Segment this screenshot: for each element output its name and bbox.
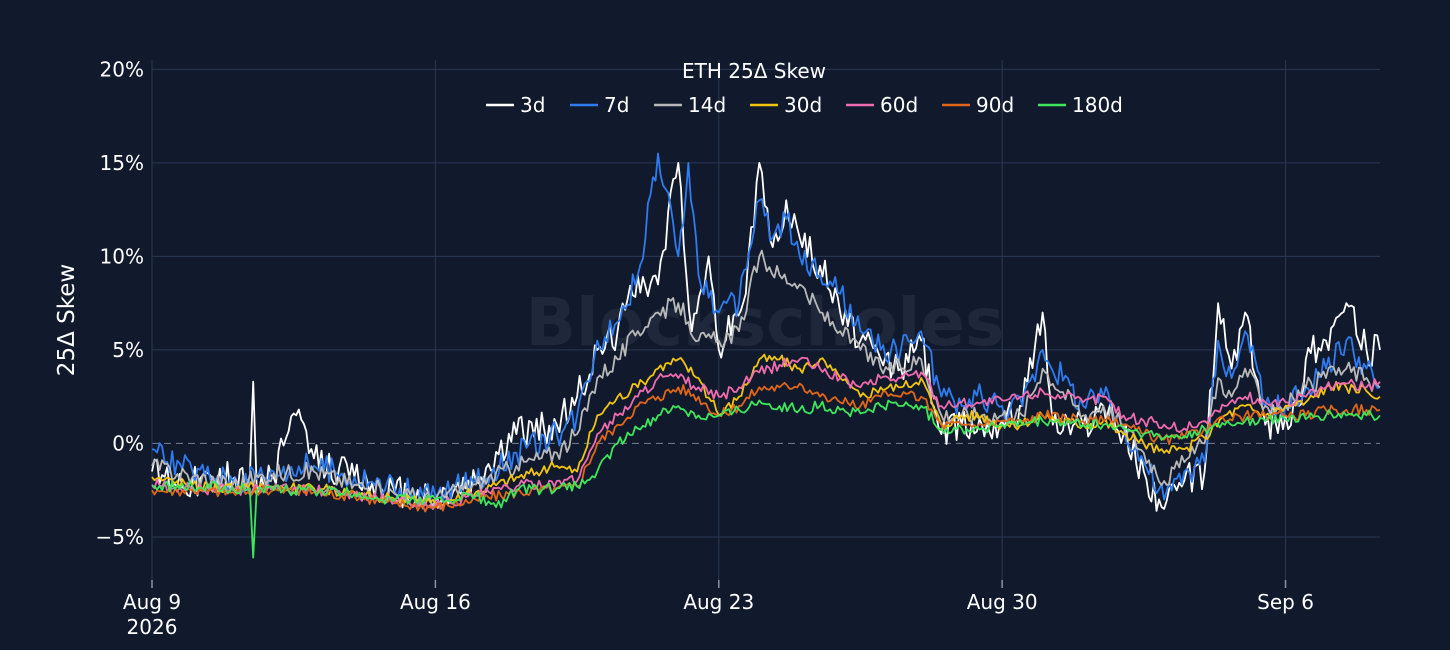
series-line-14d	[151, 249, 1381, 509]
legend-label-90d: 90d	[976, 93, 1014, 117]
x-tick-label: Aug 30	[967, 590, 1038, 614]
x-tick-label: Aug 16	[400, 590, 471, 614]
x-tick-label: Sep 6	[1257, 590, 1314, 614]
legend-label-60d: 60d	[880, 93, 918, 117]
legend[interactable]: 3d 7d 14d 30d 60d 90d 180d	[486, 93, 1123, 117]
y-tick-label: 5%	[112, 338, 144, 362]
y-tick-label: 0%	[112, 431, 144, 455]
legend-label-30d: 30d	[784, 93, 822, 117]
series-line-90d	[151, 381, 1381, 513]
legend-label-7d: 7d	[604, 93, 629, 117]
legend-label-3d: 3d	[520, 93, 545, 117]
x-tick-label: Aug 23	[683, 590, 754, 614]
series-line-60d	[151, 356, 1381, 510]
x-tick-label: Aug 9	[123, 590, 181, 614]
y-axis-label: 25Δ Skew	[54, 264, 80, 376]
y-tick-label: −5%	[96, 525, 145, 549]
chart-title: ETH 25Δ Skew	[682, 59, 826, 83]
y-tick-label: 20%	[100, 57, 144, 81]
legend-label-14d: 14d	[688, 93, 726, 117]
grid-lines	[151, 60, 1380, 580]
series-line-180d	[151, 399, 1381, 559]
y-tick-label: 10%	[100, 244, 144, 268]
series-line-30d	[151, 353, 1381, 509]
y-tick-label: 15%	[100, 151, 144, 175]
series-line-7d	[151, 152, 1381, 508]
y-axis-ticks: −5% 0% 5% 10% 15% 20%	[96, 57, 145, 549]
legend-label-180d: 180d	[1072, 93, 1123, 117]
x-tick-sublabel: 2026	[127, 615, 178, 639]
series-lines	[151, 152, 1381, 559]
